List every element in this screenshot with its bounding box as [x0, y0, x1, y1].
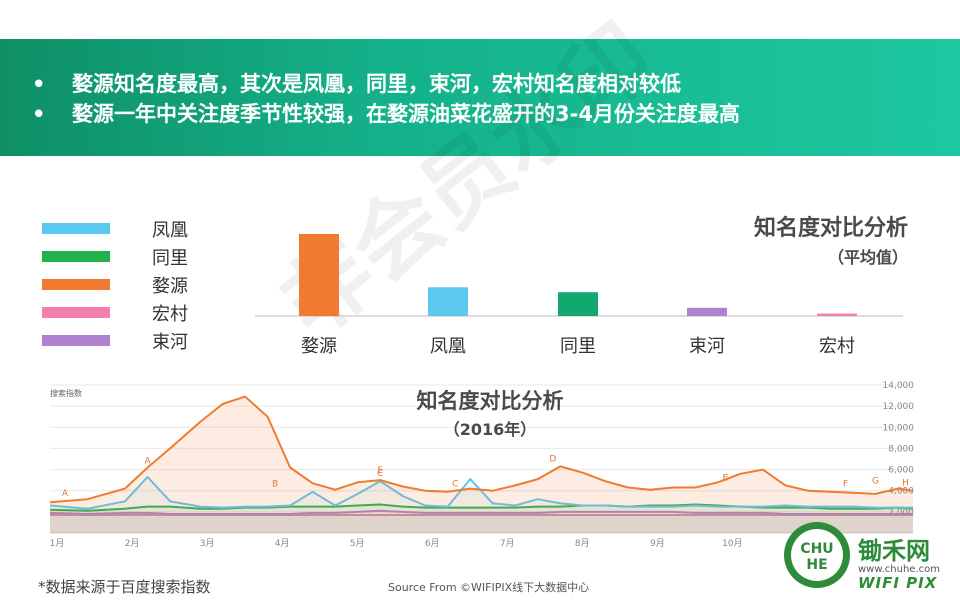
- legend-swatch: [42, 223, 110, 234]
- legend-swatch: [42, 307, 110, 318]
- brand-name: 锄禾网: [858, 537, 930, 565]
- brand-block: 锄禾网 www.chuhe.com WIFI PIX: [858, 538, 940, 591]
- source-credit: Source From ©WIFIPIX线下大数据中心: [388, 581, 590, 594]
- y-tick-label: 6,000: [888, 466, 914, 476]
- x-tick-label: 3月: [200, 538, 215, 549]
- trend-chart-title-box: 知名度对比分析 （2016年）: [405, 385, 575, 440]
- x-tick-label: 9月: [650, 538, 665, 549]
- summary-bullet-2: • 婺源一年中关注度季节性较强，在婺源油菜花盛开的3-4月份关注度最高: [32, 99, 740, 129]
- trend-y-label: 搜索指数: [50, 389, 82, 398]
- event-annotation: C: [377, 469, 383, 479]
- legend-swatch: [42, 251, 110, 262]
- bar-category-label: 凤凰: [430, 336, 466, 357]
- event-annotation: A: [144, 456, 151, 466]
- series-area: [50, 510, 913, 533]
- legend-label: 束河: [152, 332, 188, 353]
- bullet-text: 婺源一年中关注度季节性较强，在婺源油菜花盛开的3-4月份关注度最高: [72, 102, 740, 126]
- y-tick-label: 10,000: [883, 423, 915, 433]
- legend-item: 同里: [42, 242, 202, 270]
- y-tick-label: 12,000: [883, 402, 915, 412]
- series-area: [50, 477, 913, 533]
- svg-text:CHU: CHU: [800, 541, 833, 557]
- series-area: [50, 396, 913, 533]
- summary-bullet-1: • 婺源知名度最高，其次是凤凰，同里，束河，宏村知名度相对较低: [32, 69, 740, 99]
- brand-url: www.chuhe.com: [858, 564, 940, 575]
- bar: [817, 313, 857, 316]
- bar-category-label: 宏村: [819, 336, 855, 357]
- x-tick-label: 6月: [425, 538, 440, 549]
- data-source-note: *数据来源于百度搜索指数: [38, 578, 211, 596]
- series-line: [49, 476, 913, 510]
- event-annotation: A: [62, 489, 69, 499]
- brand-name-en: WIFI PIX: [858, 574, 938, 592]
- x-tick-label: 4月: [275, 538, 290, 549]
- event-annotation: B: [272, 480, 278, 490]
- legend-item: 束河: [42, 326, 202, 354]
- header-banner: • 婺源知名度最高，其次是凤凰，同里，束河，宏村知名度相对较低 • 婺源一年中关注度…: [0, 39, 960, 156]
- bar-chart-title: 知名度对比分析: [753, 216, 908, 241]
- bullet-icon: •: [32, 102, 46, 126]
- svg-text:HE: HE: [806, 557, 827, 573]
- event-annotation: H: [902, 479, 909, 489]
- legend-swatch: [42, 335, 110, 346]
- bullet-icon: •: [32, 72, 46, 96]
- bar: [428, 287, 468, 316]
- event-annotation: G: [872, 477, 879, 487]
- chart-legend: 凤凰 同里 婺源 宏村 束河: [42, 214, 202, 354]
- series-area: [50, 515, 913, 533]
- event-annotation: E: [723, 473, 729, 483]
- legend-item: 宏村: [42, 298, 202, 326]
- chuhe-logo-icon: CHU HE: [784, 522, 850, 588]
- trend-chart-title: 知名度对比分析: [416, 389, 564, 413]
- x-tick-label: 8月: [575, 538, 590, 549]
- series-line: [49, 395, 914, 504]
- y-tick-label: 2,000: [888, 508, 914, 518]
- trend-chart-subtitle: （2016年）: [443, 420, 537, 439]
- series-line: [49, 509, 913, 515]
- legend-item: 婺源: [42, 270, 202, 298]
- bar-category-label: 束河: [689, 336, 725, 357]
- x-tick-label: 2月: [125, 538, 140, 549]
- summary-bullets: • 婺源知名度最高，其次是凤凰，同里，束河，宏村知名度相对较低 • 婺源一年中关注度…: [32, 69, 740, 129]
- bar-chart-subtitle: （平均值）: [827, 248, 908, 267]
- series-area: [50, 504, 913, 533]
- legend-label: 宏村: [152, 304, 188, 325]
- series-line: [49, 503, 914, 512]
- y-tick-label: 14,000: [883, 381, 915, 391]
- bar-chart-title-box: 知名度对比分析 （平均值）: [754, 210, 908, 268]
- x-tick-label: 7月: [500, 538, 515, 549]
- event-annotation: E: [377, 466, 383, 476]
- legend-item: 凤凰: [42, 214, 202, 242]
- bar: [299, 234, 339, 316]
- y-tick-label: 8,000: [888, 444, 914, 454]
- event-annotation: D: [549, 454, 556, 464]
- bar: [687, 307, 727, 316]
- event-annotation: C: [452, 480, 458, 490]
- legend-swatch: [42, 279, 110, 290]
- x-tick-label: 5月: [350, 538, 365, 549]
- bar-category-label: 婺源: [301, 336, 337, 357]
- bullet-text: 婺源知名度最高，其次是凤凰，同里，束河，宏村知名度相对较低: [72, 72, 681, 96]
- bar: [558, 292, 598, 316]
- x-tick-label: 10月: [722, 538, 742, 549]
- legend-label: 婺源: [152, 276, 188, 297]
- legend-label: 同里: [152, 248, 188, 269]
- legend-label: 凤凰: [152, 220, 188, 241]
- x-tick-label: 1月: [50, 538, 65, 549]
- bar-category-label: 同里: [560, 336, 596, 357]
- y-tick-label: 4,000: [888, 487, 914, 497]
- event-annotation: F: [843, 480, 848, 490]
